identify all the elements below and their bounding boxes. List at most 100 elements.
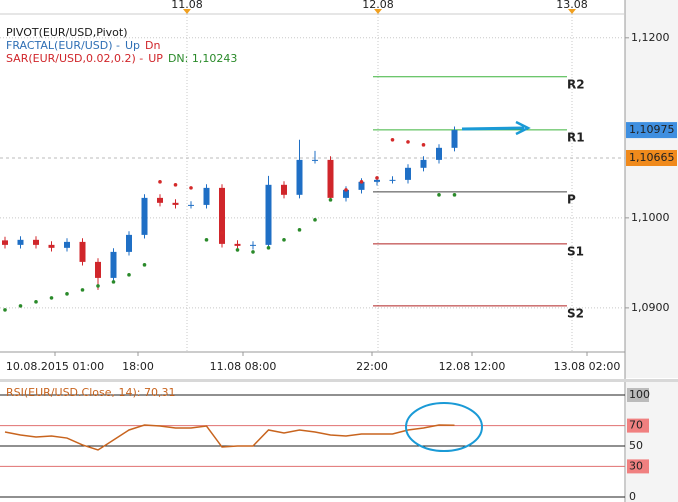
pivot-label: S2 xyxy=(567,306,584,320)
pivot-label: S1 xyxy=(567,244,584,258)
legend-text: FRACTAL(EUR/USD) - xyxy=(6,39,120,52)
sar-dot xyxy=(235,248,240,252)
date-label: 13.08 xyxy=(556,0,588,11)
sar-dot xyxy=(437,193,441,197)
candle-body xyxy=(172,202,179,205)
candle-body xyxy=(157,197,163,203)
candle-body xyxy=(265,184,272,245)
sar-dot xyxy=(204,238,209,242)
arrow-shaft xyxy=(461,126,525,131)
legend-text: UP xyxy=(148,52,163,65)
legend-text: SAR(EUR/USD,0.02,0.2) - xyxy=(6,52,143,65)
arrow-head xyxy=(515,120,531,136)
x-tick-label: 18:00 xyxy=(122,360,154,373)
x-tick-label: 22:00 xyxy=(356,360,388,373)
sar-dot xyxy=(80,288,85,292)
sar-dot xyxy=(282,238,286,242)
price-marker xyxy=(626,122,677,139)
sar-dot xyxy=(359,180,364,184)
sar-dot xyxy=(3,308,7,312)
sar-dot xyxy=(173,183,178,187)
price-marker-label: 1,10975 xyxy=(629,123,675,136)
sar-dot xyxy=(127,273,131,277)
pivot-label: R1 xyxy=(567,130,585,144)
sar-dot xyxy=(158,180,162,184)
rsi-tick-box xyxy=(627,418,649,433)
sar-dot xyxy=(65,292,69,296)
candle-body xyxy=(420,159,427,168)
sar-dot xyxy=(328,198,333,202)
candle-body xyxy=(141,197,148,235)
sar-dot xyxy=(297,228,302,232)
candle-body xyxy=(17,239,24,245)
price-axis-area xyxy=(625,0,678,378)
x-tick-label: 13.08 02:00 xyxy=(554,360,621,373)
legend-text: Dn xyxy=(145,39,160,52)
legend-text: PIVOT(EUR/USD,Pivot) xyxy=(6,26,128,39)
y-tick-label: 1,1200 xyxy=(631,31,670,44)
rsi-tick-label: 50 xyxy=(629,439,643,452)
candle-body xyxy=(234,243,241,246)
candle-body xyxy=(374,179,380,182)
candle-body xyxy=(250,244,256,246)
candle-body xyxy=(110,251,117,278)
rsi-tick-label: 30 xyxy=(629,459,643,472)
candle-body xyxy=(312,159,318,161)
sar-dot xyxy=(96,284,100,288)
date-label: 12.08 xyxy=(362,0,394,11)
rsi-tick-label: 70 xyxy=(629,419,643,432)
sar-dot xyxy=(251,250,255,254)
x-tick-label: 11.08 08:00 xyxy=(210,360,277,373)
candle-body xyxy=(327,159,334,198)
price-marker xyxy=(626,149,677,166)
candle-body xyxy=(95,261,101,278)
candle-body xyxy=(405,167,411,180)
sar-dot xyxy=(266,246,271,250)
candle-body xyxy=(436,147,442,160)
annotation-arrow xyxy=(461,120,531,136)
y-tick-label: 1,1000 xyxy=(631,211,670,224)
candle-body xyxy=(358,181,365,190)
sar-dot xyxy=(344,188,348,192)
date-marker xyxy=(374,9,382,14)
sar-dot xyxy=(313,218,317,222)
candle-body xyxy=(451,130,458,148)
rsi-tick-box xyxy=(627,388,649,402)
pivot-label: R2 xyxy=(567,77,585,91)
candle-body xyxy=(126,234,132,252)
sar-dot xyxy=(375,176,379,180)
candle-body xyxy=(64,241,70,248)
sar-dot xyxy=(49,296,54,300)
candle-body xyxy=(389,179,396,181)
price-marker-label: 1,10665 xyxy=(629,151,675,164)
sar-dot xyxy=(18,304,23,308)
candle-body xyxy=(33,239,39,245)
rsi-line xyxy=(4,424,455,451)
candle-body xyxy=(296,159,303,195)
candle-body xyxy=(343,189,349,198)
rsi-tick-box xyxy=(627,459,649,474)
sar-dot xyxy=(142,263,147,267)
candle-body xyxy=(219,187,225,244)
candle-body xyxy=(2,240,8,245)
x-tick-label: 10.08.2015 01:00 xyxy=(6,360,104,373)
pivot-label: P xyxy=(567,192,576,206)
candle-body xyxy=(281,184,287,195)
candle-body xyxy=(48,244,55,248)
legend-text: Up xyxy=(125,39,140,52)
rsi-tick-label: 0 xyxy=(629,490,636,502)
sar-dot xyxy=(34,300,38,304)
x-tick-label: 12.08 12:00 xyxy=(439,360,506,373)
candle-body xyxy=(79,241,86,262)
date-marker xyxy=(568,9,576,14)
sar-dot xyxy=(390,138,395,142)
legend-text: DN: 1,10243 xyxy=(168,52,237,65)
sar-dot xyxy=(189,186,193,190)
date-marker xyxy=(183,9,191,14)
y-tick-label: 1,0900 xyxy=(631,301,670,314)
candle-body xyxy=(188,204,194,206)
sar-dot xyxy=(452,193,457,197)
sar-dot xyxy=(220,231,224,235)
